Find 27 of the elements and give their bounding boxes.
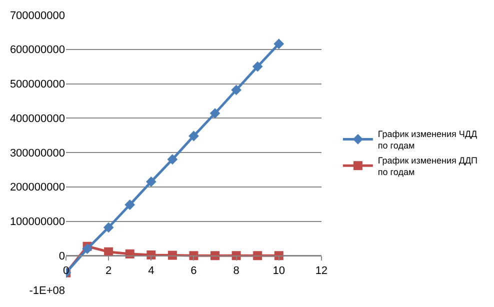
y-tick-label: 200000000	[10, 182, 65, 194]
x-tick-label: 12	[315, 264, 328, 277]
y-tick-label: 700000000	[10, 10, 65, 22]
y-tick-label: 400000000	[10, 112, 65, 125]
point	[274, 38, 284, 50]
point	[210, 108, 220, 119]
point	[188, 130, 199, 142]
x-tick-label: 2	[106, 264, 112, 277]
y-tick-label: -1E+08	[29, 284, 65, 297]
y-tick-label: 100000000	[10, 216, 65, 228]
point	[167, 154, 178, 165]
point	[252, 61, 263, 72]
x-tick-label: 6	[190, 264, 197, 277]
point	[103, 222, 114, 233]
legend-label: График изменения ЧДД по годам	[378, 128, 478, 151]
legend-label: График изменения ДДП по годам	[378, 155, 478, 177]
x-tick-label: 10	[272, 264, 285, 277]
y-tick-label: 0	[58, 250, 65, 262]
y-tick-label: 300000000	[10, 147, 65, 160]
point	[146, 176, 156, 187]
x-tick-label: 8	[233, 264, 240, 277]
point	[82, 244, 92, 254]
y-tick-label: 600000000	[10, 44, 65, 56]
point	[231, 84, 242, 96]
y-tick-label: 500000000	[10, 78, 65, 91]
point	[124, 200, 136, 210]
x-tick-label: 4	[148, 264, 154, 277]
